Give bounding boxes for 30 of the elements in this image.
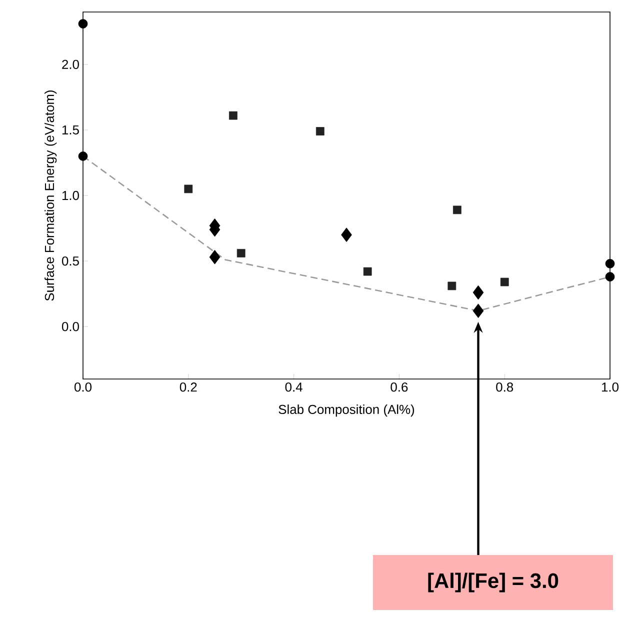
- point: [472, 285, 484, 300]
- y-tick-label: 1.0: [62, 190, 79, 200]
- y-tick-label: 0.5: [62, 256, 79, 266]
- point: [500, 278, 509, 286]
- y-tick-label: 0.0: [62, 322, 79, 332]
- point: [452, 206, 462, 214]
- point: [605, 272, 615, 282]
- x-tick-label: 0.2: [180, 382, 197, 392]
- x-axis-title: Slab Composition (Al%): [278, 404, 414, 417]
- x-tick-label: 0.8: [496, 382, 514, 392]
- x-tick-label: 0.6: [390, 382, 408, 392]
- point: [316, 127, 324, 136]
- y-tick-label: 2.0: [62, 60, 79, 70]
- x-tick-label: 1.0: [602, 382, 619, 392]
- y-tick-label: 1.5: [62, 125, 79, 134]
- point: [209, 250, 220, 264]
- point: [78, 19, 88, 28]
- point: [78, 151, 88, 161]
- y-axis-title: Surface Formation Energy (eV/atom): [44, 90, 57, 301]
- point: [605, 258, 615, 268]
- point: [229, 111, 238, 120]
- x-tick-label: 0.4: [285, 382, 302, 392]
- point: [236, 248, 246, 258]
- point: [448, 282, 456, 290]
- point: [363, 267, 372, 276]
- point: [472, 304, 484, 318]
- point: [341, 228, 352, 242]
- text: [Al]/[Fe] = 3.0: [428, 572, 558, 592]
- x-tick-label: 0.0: [74, 382, 92, 392]
- point: [184, 184, 193, 194]
